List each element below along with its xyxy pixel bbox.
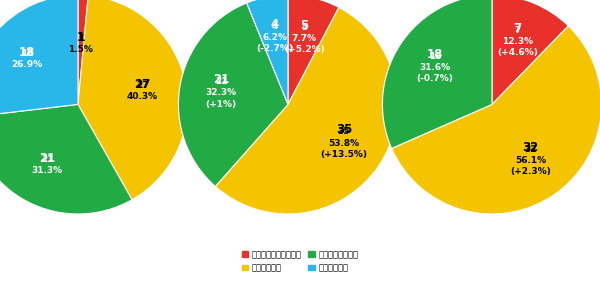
Text: 1
1.5%: 1 1.5%	[68, 34, 93, 54]
Wedge shape	[247, 0, 288, 105]
Wedge shape	[382, 0, 492, 148]
Text: 32
56.1%
(+2.3%): 32 56.1% (+2.3%)	[511, 145, 551, 176]
Wedge shape	[288, 0, 339, 105]
Wedge shape	[178, 3, 288, 186]
Text: 27
40.3%: 27 40.3%	[127, 81, 158, 101]
Text: 7
12.3%
(+4.6%): 7 12.3% (+4.6%)	[497, 26, 538, 57]
Text: 21: 21	[213, 73, 229, 86]
Text: 18: 18	[427, 47, 443, 61]
Wedge shape	[0, 0, 78, 117]
Wedge shape	[492, 0, 568, 105]
Text: 5: 5	[300, 19, 308, 32]
Text: 1: 1	[77, 31, 85, 44]
Text: 21: 21	[39, 152, 55, 165]
Text: 35
53.8%
(+13.5%): 35 53.8% (+13.5%)	[320, 127, 367, 158]
Wedge shape	[78, 0, 88, 105]
Wedge shape	[392, 26, 600, 214]
Text: 7: 7	[514, 22, 521, 35]
Text: 32: 32	[523, 140, 539, 154]
Text: 18
31.6%
(-0.7%): 18 31.6% (-0.7%)	[416, 52, 454, 83]
Text: 18
26.9%: 18 26.9%	[11, 49, 43, 69]
Text: 27: 27	[134, 78, 151, 90]
Wedge shape	[0, 105, 132, 214]
Text: 35: 35	[336, 123, 352, 136]
Text: 4
6.2%
(-2.7%): 4 6.2% (-2.7%)	[256, 22, 293, 53]
Text: 21
32.3%
(+1%): 21 32.3% (+1%)	[205, 77, 236, 108]
Text: 18: 18	[19, 46, 35, 59]
Legend: 説明することが出来る, 意味が分かる, 言葉は知っている, 初めて知った: 説明することが出来る, 意味が分かる, 言葉は知っている, 初めて知った	[240, 248, 360, 274]
Text: 5
7.7%
(+5.2%): 5 7.7% (+5.2%)	[284, 23, 325, 54]
Wedge shape	[215, 7, 398, 214]
Text: 21
31.3%: 21 31.3%	[32, 155, 63, 175]
Text: 4: 4	[271, 18, 279, 31]
Wedge shape	[78, 0, 188, 200]
